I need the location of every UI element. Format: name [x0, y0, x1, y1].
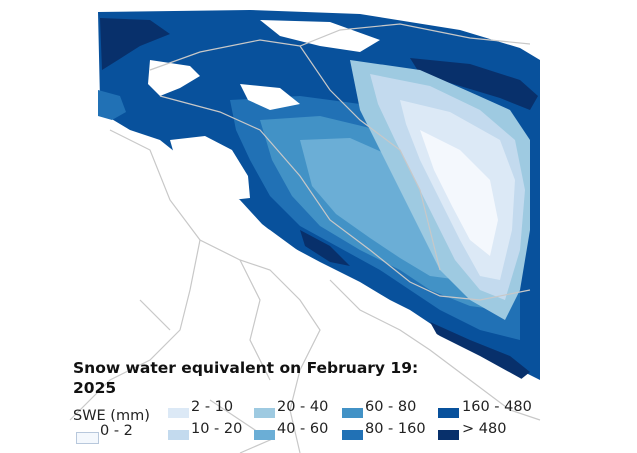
legend-swatch — [168, 430, 189, 440]
boundary-line-5 — [69, 239, 201, 421]
valley-white-2 — [240, 84, 300, 110]
boundary-line-1 — [149, 23, 531, 71]
legend-swatch — [438, 430, 459, 440]
boundary-line-4 — [109, 129, 321, 453]
legend-label: 160 - 480 — [462, 399, 532, 415]
legend-swatch — [168, 408, 189, 418]
legend-swatch — [76, 432, 99, 444]
legend-label: 2 - 10 — [191, 399, 234, 415]
legend-label: > 480 — [462, 421, 507, 437]
legend-swatch — [254, 430, 275, 440]
legend-label: 40 - 60 — [277, 421, 329, 437]
legend-swatch — [342, 430, 363, 440]
boundary-line-2 — [159, 95, 531, 301]
legend-label: 0 - 2 — [100, 423, 133, 439]
swe-layer — [98, 10, 540, 453]
boundary-line-7 — [329, 279, 541, 421]
swe-edge-west — [98, 90, 126, 120]
valley-kashmir — [170, 136, 250, 200]
swe-zone-over-480 — [100, 18, 170, 70]
boundary-line-6 — [239, 259, 271, 381]
legend-swatch — [342, 408, 363, 418]
valley-white-1 — [148, 60, 200, 96]
swe-zone-over-480-d — [300, 230, 350, 266]
swe-zone-over-480-b — [410, 58, 538, 110]
legend-swatch — [438, 408, 459, 418]
legend-swatch — [254, 408, 275, 418]
swe-zone-0-2 — [420, 130, 498, 256]
plains-white — [98, 130, 540, 453]
swe-zone-over-480-c — [430, 322, 530, 380]
swe-zone-40-60 — [300, 138, 460, 280]
boundary-line-3 — [299, 45, 441, 271]
legend-label: 60 - 80 — [365, 399, 417, 415]
valley-white-3 — [260, 20, 380, 52]
map-title: Snow water equivalent on February 19: 20… — [73, 359, 419, 397]
legend-title: SWE (mm) — [73, 408, 150, 424]
boundary-line-9 — [139, 299, 171, 331]
legend-label: 20 - 40 — [277, 399, 329, 415]
legend-label: 80 - 160 — [365, 421, 426, 437]
legend-label: 10 - 20 — [191, 421, 243, 437]
